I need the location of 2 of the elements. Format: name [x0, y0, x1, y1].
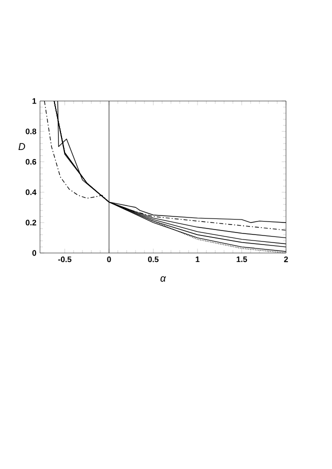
- y-axis-title: D: [18, 143, 26, 150]
- x-axis-title: α: [160, 276, 166, 282]
